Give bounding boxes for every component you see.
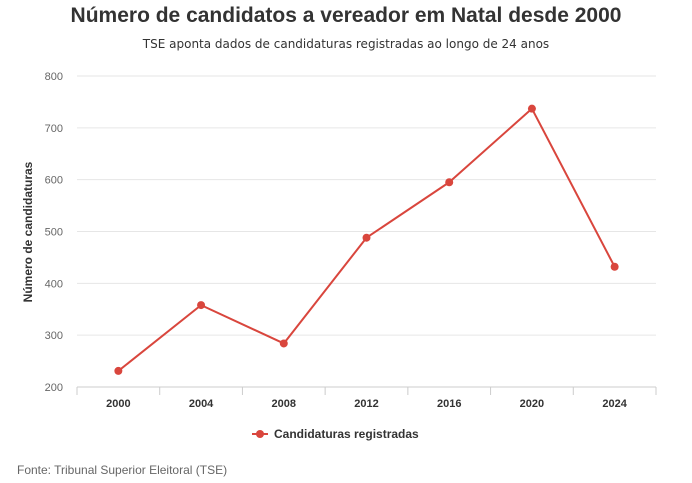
legend[interactable]: Candidaturas registradas bbox=[252, 427, 419, 441]
x-tick-label: 2012 bbox=[354, 398, 378, 410]
x-tick-label: 2020 bbox=[520, 398, 544, 410]
y-tick-label: 200 bbox=[45, 382, 63, 394]
data-point bbox=[279, 339, 288, 348]
x-tick-label: 2004 bbox=[189, 398, 214, 410]
chart-subtitle: TSE aponta dados de candidaturas registr… bbox=[142, 37, 550, 51]
data-point bbox=[197, 301, 206, 310]
data-point bbox=[114, 366, 123, 375]
y-tick-label: 500 bbox=[45, 227, 63, 239]
data-point bbox=[527, 104, 536, 113]
y-tick-label: 800 bbox=[45, 71, 63, 83]
x-tick-label: 2016 bbox=[437, 398, 461, 410]
data-point bbox=[445, 178, 454, 187]
legend-label: Candidaturas registradas bbox=[274, 427, 419, 441]
data-point bbox=[362, 233, 371, 242]
data-point bbox=[610, 262, 619, 271]
x-tick-label: 2008 bbox=[272, 398, 296, 410]
x-tick-label: 2000 bbox=[106, 398, 130, 410]
y-tick-label: 400 bbox=[45, 278, 63, 290]
chart-title: Número de candidatos a vereador em Natal… bbox=[70, 4, 622, 27]
y-tick-label: 700 bbox=[45, 123, 63, 135]
y-tick-label: 600 bbox=[45, 175, 63, 187]
y-tick-label: 300 bbox=[45, 330, 63, 342]
source-note: Fonte: Tribunal Superior Eleitoral (TSE) bbox=[17, 463, 228, 477]
x-tick-label: 2024 bbox=[602, 398, 627, 410]
legend-marker-icon bbox=[252, 428, 268, 440]
legend-dot bbox=[256, 430, 264, 438]
